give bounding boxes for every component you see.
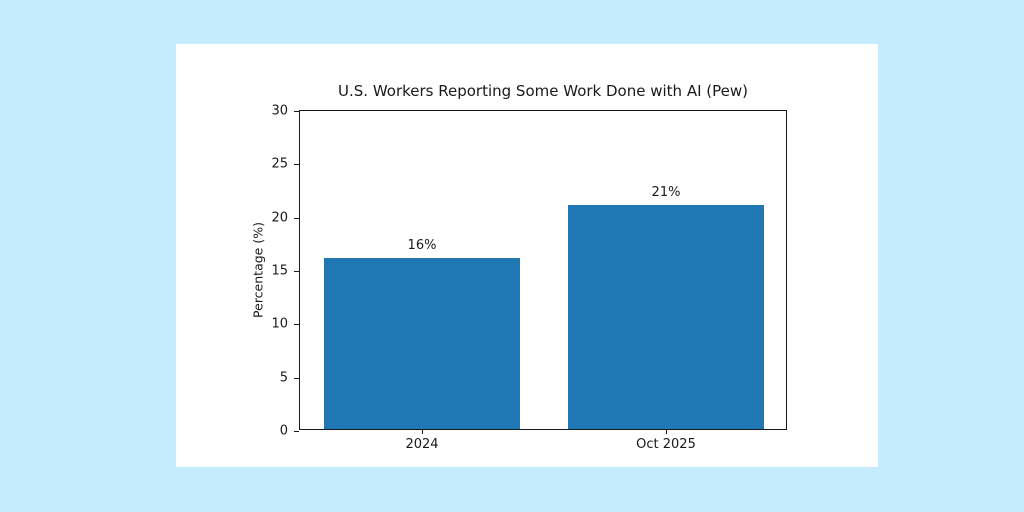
- bar: [324, 258, 520, 429]
- y-tick-label: 25: [271, 156, 288, 172]
- y-tick-mark: [294, 164, 299, 166]
- x-tick-mark: [422, 430, 423, 434]
- bar-value-label: 16%: [407, 238, 437, 254]
- chart-panel: U.S. Workers Reporting Some Work Done wi…: [176, 44, 878, 467]
- plot-area: 0 5 10 15 20 25 30 16% 2024 21% Oct 2025: [271, 105, 787, 452]
- bar: [568, 205, 764, 429]
- y-tick-label: 30: [271, 103, 288, 119]
- y-tick-label: 0: [279, 423, 288, 439]
- y-tick-label: 10: [271, 316, 288, 332]
- y-tick-label: 20: [271, 210, 288, 226]
- x-tick-mark: [666, 430, 667, 434]
- bar-value-label: 21%: [651, 185, 681, 200]
- y-tick-label: 15: [271, 263, 288, 279]
- x-tick-label: 2024: [405, 437, 439, 452]
- x-tick-label: Oct 2025: [636, 437, 696, 452]
- y-tick-mark: [294, 217, 299, 219]
- y-tick-mark: [294, 431, 299, 432]
- y-tick-label: 5: [279, 370, 288, 386]
- y-tick-mark: [294, 377, 299, 379]
- y-tick-mark: [294, 271, 299, 272]
- y-tick-mark: [294, 324, 299, 326]
- y-tick-mark: [294, 111, 299, 112]
- chart-title: U.S. Workers Reporting Some Work Done wi…: [338, 82, 748, 100]
